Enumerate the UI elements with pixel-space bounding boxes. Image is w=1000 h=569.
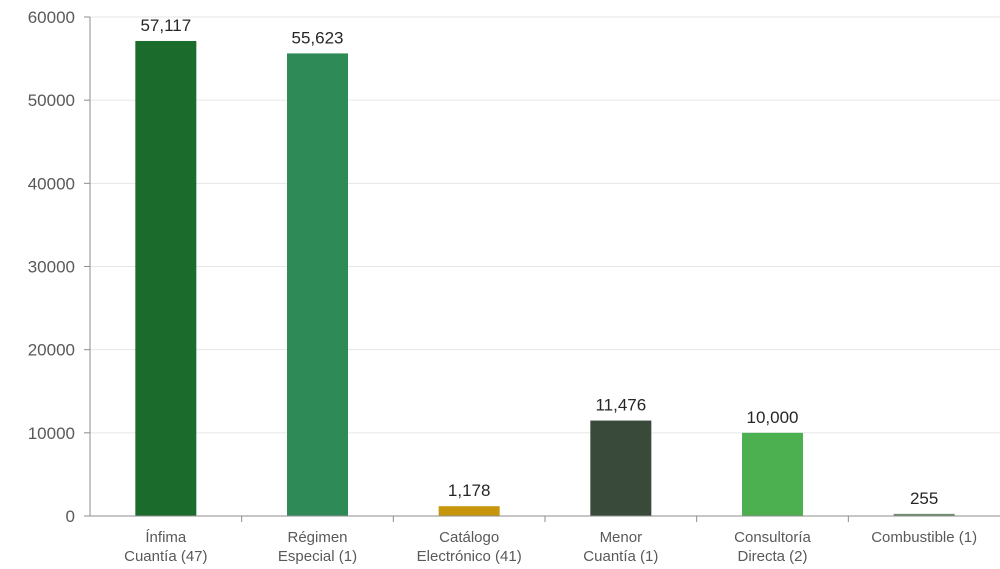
bar [590,420,652,516]
x-axis: Ínfima Cuantía (47) Régimen Especial (1) Cat… [84,16,1000,565]
y-tick-label: 60000 [28,8,75,27]
x-tick-label: Catálogo Electrónico (41) [417,529,522,565]
y-tick-label: 30000 [28,258,75,277]
data-label: 11,476 [595,396,646,415]
x-tick-label: Menor Cuantía (1) [583,529,658,565]
y-tick-label: 20000 [28,341,75,360]
x-tick-label: Régimen Especial (1) [278,529,357,565]
gridlines [90,16,1000,434]
y-tick-label: 0 [66,507,75,526]
bar [893,513,955,516]
y-axis-ticks: 0 10000 20000 30000 40000 50000 60000 [28,8,75,526]
x-tick-label: Consultoría Directa (2) [734,529,811,565]
data-label: 1,178 [448,481,491,500]
bar [742,432,803,516]
bar [135,40,197,516]
bar [438,506,500,516]
data-label: 55,623 [292,28,344,47]
y-tick-label: 50000 [28,91,75,110]
data-labels: 57,117 55,623 1,178 11,476 10,000 255 [140,16,938,508]
data-label: 57,117 [140,16,191,35]
bar [287,53,348,517]
x-tick-label: Ínfima Cuantía (47) [124,529,207,565]
y-tick-label: 40000 [28,174,75,193]
bars [135,40,955,517]
data-label: 255 [910,489,938,508]
data-label: 10,000 [747,408,799,427]
y-tick-label: 10000 [28,424,75,443]
x-tick-label: Combustible (1) [871,529,977,546]
